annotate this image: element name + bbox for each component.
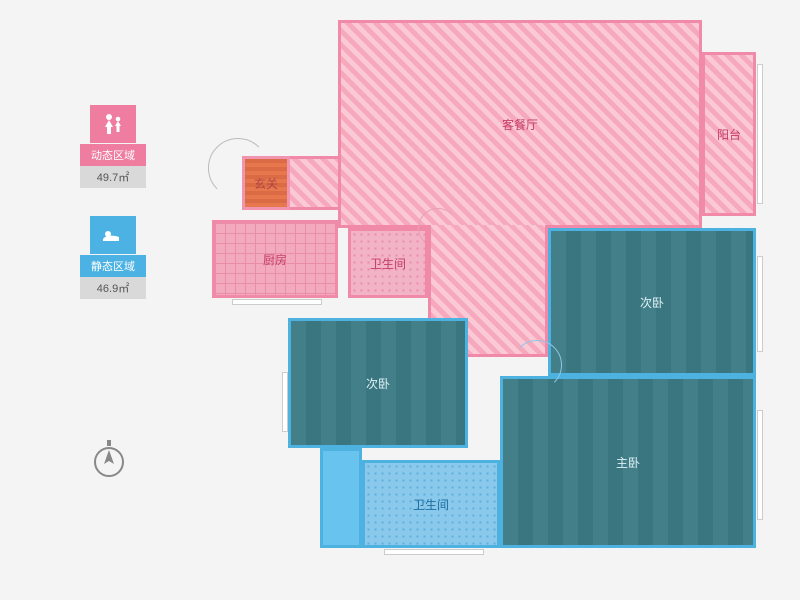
legend-active-value: 49.7㎡ <box>80 166 146 188</box>
window-kitchen <box>232 299 322 305</box>
room-balcony: 阳台 <box>702 52 756 216</box>
room-bed2a-label: 次卧 <box>640 294 664 311</box>
legend-panel: 动态区域 49.7㎡ 静态区域 46.9㎡ <box>80 105 146 327</box>
room-master-label: 主卧 <box>616 454 640 471</box>
legend-active-zone: 动态区域 49.7㎡ <box>80 105 146 188</box>
room-bed2b-label: 次卧 <box>366 375 390 392</box>
room-kitchen: 厨房 <box>212 220 338 298</box>
room-kitchen-label: 厨房 <box>263 251 287 268</box>
legend-static-value: 46.9㎡ <box>80 277 146 299</box>
window-bath2 <box>384 549 484 555</box>
room-living-label: 客餐厅 <box>502 116 538 133</box>
window-master <box>757 410 763 520</box>
compass-icon <box>92 440 126 474</box>
window-balcony <box>757 64 763 204</box>
room-bath1: 卫生间 <box>348 228 428 298</box>
legend-static-label: 静态区域 <box>80 255 146 277</box>
room-bath1-label: 卫生间 <box>370 255 406 272</box>
legend-active-label: 动态区域 <box>80 144 146 166</box>
legend-static-zone: 静态区域 46.9㎡ <box>80 216 146 299</box>
room-bath2-label: 卫生间 <box>413 496 449 513</box>
room-living: 客餐厅 <box>338 20 702 228</box>
room-bed2a: 次卧 <box>548 228 756 376</box>
window-bed2a <box>757 256 763 352</box>
floor-plan: 客餐厅 阳台 玄关 厨房 卫生间 次卧 次卧 主卧 卫生间 <box>212 20 772 576</box>
room-bed2b: 次卧 <box>288 318 468 448</box>
room-master: 主卧 <box>500 376 756 548</box>
entrance-hall-strip <box>290 156 338 210</box>
sleep-icon <box>90 216 136 254</box>
room-bath2: 卫生间 <box>362 460 500 548</box>
window-bed2b <box>282 372 288 432</box>
people-icon <box>90 105 136 143</box>
room-balcony-label: 阳台 <box>717 126 741 143</box>
corridor-blue <box>320 448 362 548</box>
room-entrance: 玄关 <box>242 156 290 210</box>
room-entrance-label: 玄关 <box>254 175 278 192</box>
